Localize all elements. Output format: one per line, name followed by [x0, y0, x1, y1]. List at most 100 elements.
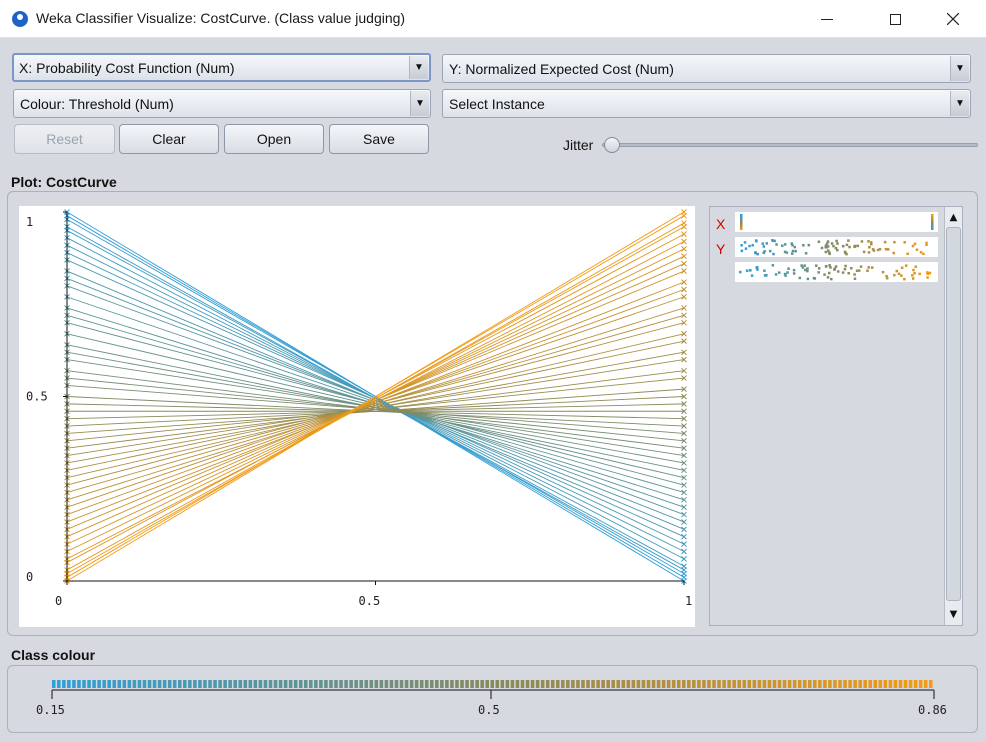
data-point-marker[interactable]: [681, 238, 687, 245]
chevron-down-icon[interactable]: ▼: [409, 56, 428, 79]
data-point-marker[interactable]: [681, 246, 687, 252]
data-point-marker[interactable]: [681, 526, 687, 533]
data-point-marker[interactable]: [681, 356, 687, 363]
y-tick-label: 0.5: [26, 390, 48, 404]
x-axis-select[interactable]: X: Probability Cost Function (Num) ▼: [12, 53, 431, 82]
attribute-strip-1[interactable]: [735, 212, 938, 232]
strip-point: [912, 268, 915, 272]
save-button[interactable]: Save: [329, 124, 429, 154]
clear-button[interactable]: Clear: [119, 124, 219, 154]
data-point-marker[interactable]: [681, 496, 687, 503]
data-point-marker[interactable]: [681, 305, 687, 311]
data-point-marker[interactable]: [681, 423, 687, 429]
strip-point: [765, 242, 769, 245]
strip-point: [804, 268, 807, 272]
strip-point: [856, 244, 860, 248]
data-point-marker[interactable]: [681, 231, 687, 237]
cost-line: [66, 370, 685, 449]
jitter-slider[interactable]: [602, 137, 978, 153]
reset-button[interactable]: Reset: [14, 124, 115, 154]
plot-title: Plot: CostCurve: [11, 174, 117, 190]
data-point-marker[interactable]: [681, 386, 687, 392]
minimize-button[interactable]: [804, 0, 850, 38]
data-point-marker[interactable]: [681, 474, 687, 481]
open-button[interactable]: Open: [224, 124, 324, 154]
title-bar: Weka Classifier Visualize: CostCurve. (C…: [0, 0, 986, 38]
data-point-marker[interactable]: [681, 519, 687, 525]
data-point-marker[interactable]: [681, 375, 687, 381]
data-point-marker[interactable]: [681, 548, 687, 555]
strip-point: [754, 251, 757, 254]
cost-line: [66, 333, 685, 479]
strip-point: [883, 240, 887, 244]
colour-select[interactable]: Colour: Threshold (Num) ▼: [13, 89, 431, 118]
data-point-marker[interactable]: [681, 330, 687, 337]
scroll-up-icon[interactable]: ▲: [949, 212, 958, 223]
data-point-marker[interactable]: [681, 504, 687, 511]
data-point-marker[interactable]: [681, 338, 687, 345]
close-button[interactable]: [930, 0, 976, 38]
attribute-strip-3[interactable]: [735, 262, 938, 282]
strip-point: [740, 216, 743, 218]
data-point-marker[interactable]: [681, 294, 687, 300]
data-point-marker[interactable]: [681, 445, 687, 452]
jitter-slider-thumb[interactable]: [604, 137, 620, 153]
attribute-strip-2[interactable]: [735, 237, 938, 257]
plot-area[interactable]: 0 0.5 1 0 0.5 1: [19, 206, 695, 627]
data-point-marker[interactable]: [681, 408, 687, 415]
window-title: Weka Classifier Visualize: CostCurve. (C…: [36, 10, 406, 26]
strip-point: [784, 274, 787, 277]
scroll-down-icon[interactable]: ▼: [949, 609, 958, 620]
strip-point: [867, 266, 870, 269]
select-instance-select[interactable]: Select Instance ▼: [442, 89, 971, 118]
data-point-marker[interactable]: [681, 460, 687, 466]
chevron-down-icon[interactable]: ▼: [950, 91, 969, 116]
strip-point: [931, 218, 934, 220]
maximize-button[interactable]: [872, 0, 918, 38]
data-point-marker[interactable]: [681, 268, 687, 274]
strip-point: [903, 241, 906, 244]
data-point-marker[interactable]: [681, 467, 687, 474]
data-point-marker[interactable]: [681, 279, 687, 285]
data-point-marker[interactable]: [681, 556, 687, 562]
data-point-marker[interactable]: [681, 563, 687, 570]
data-point-marker[interactable]: [681, 319, 687, 326]
data-point-marker[interactable]: [681, 482, 687, 488]
attribute-panel-scrollbar[interactable]: ▲ ▼: [944, 207, 962, 625]
strip-point: [845, 243, 849, 247]
y-axis-select[interactable]: Y: Normalized Expected Cost (Num) ▼: [442, 54, 971, 83]
y-axis-letter: Y: [716, 241, 726, 257]
data-point-marker[interactable]: [681, 393, 687, 400]
strip-point: [792, 268, 796, 272]
data-point-marker[interactable]: [681, 415, 687, 422]
scrollbar-thumb[interactable]: [946, 227, 961, 601]
data-point-marker[interactable]: [681, 260, 687, 267]
strip-point: [915, 248, 919, 251]
strip-point: [853, 277, 857, 281]
strip-point: [755, 239, 758, 243]
data-point-marker[interactable]: [681, 349, 687, 356]
data-point-marker[interactable]: [681, 437, 687, 444]
strip-point: [928, 271, 932, 275]
chevron-down-icon[interactable]: ▼: [950, 56, 969, 81]
attribute-strip-1-points: [740, 214, 934, 230]
cost-line: [66, 222, 685, 575]
strip-point: [824, 245, 827, 249]
data-point-marker[interactable]: [681, 533, 687, 540]
data-point-marker[interactable]: [681, 541, 687, 547]
data-point-marker[interactable]: [681, 286, 687, 293]
chevron-down-icon[interactable]: ▼: [410, 91, 429, 116]
data-point-marker[interactable]: [681, 511, 687, 518]
strip-point: [764, 273, 768, 277]
data-point-marker[interactable]: [681, 253, 687, 260]
data-point-marker[interactable]: [681, 367, 687, 374]
data-point-marker[interactable]: [681, 220, 687, 226]
data-point-marker[interactable]: [681, 209, 687, 215]
strip-point: [931, 222, 934, 224]
data-point-marker[interactable]: [681, 430, 687, 437]
strip-point: [931, 228, 934, 230]
data-point-marker[interactable]: [681, 452, 687, 459]
data-point-marker[interactable]: [681, 401, 687, 407]
data-point-marker[interactable]: [681, 489, 687, 496]
data-point-marker[interactable]: [681, 312, 687, 319]
